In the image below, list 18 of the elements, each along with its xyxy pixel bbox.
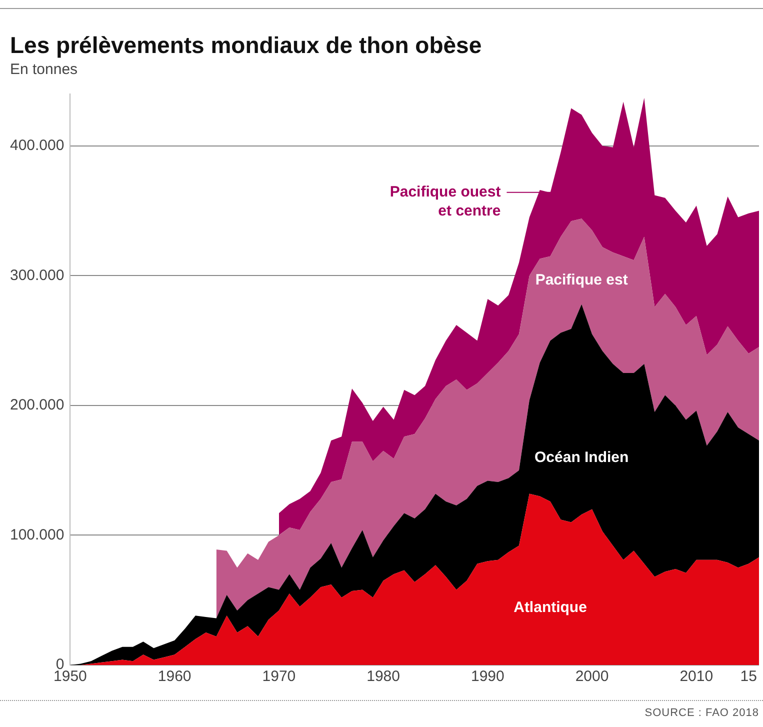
x-tick-label: 2010 [680, 668, 714, 686]
x-tick-label: 1970 [262, 668, 296, 686]
chart-title: Les prélèvements mondiaux de thon obèse [10, 31, 483, 59]
y-tick-label: 200.000 [10, 396, 64, 414]
x-tick-label: 2000 [575, 668, 609, 686]
x-tick-label: 1990 [470, 668, 504, 686]
x-tick-label: 1960 [158, 668, 192, 686]
series-label: Océan Indien [534, 448, 629, 466]
x-tick-label: 15 [740, 668, 757, 686]
y-tick-label: 300.000 [10, 266, 64, 284]
y-tick-label: 400.000 [10, 137, 64, 154]
y-axis-title: En tonnes [10, 61, 79, 79]
x-tick-label: 1980 [366, 668, 400, 686]
y-tick-label: 100.000 [10, 526, 64, 544]
series-label: Pacifique ouest et centre [390, 184, 501, 220]
source-note: SOURCE : FAO 2018 [644, 707, 759, 719]
series-label: Atlantique [514, 598, 587, 616]
series-label: Pacifique est [535, 271, 628, 288]
